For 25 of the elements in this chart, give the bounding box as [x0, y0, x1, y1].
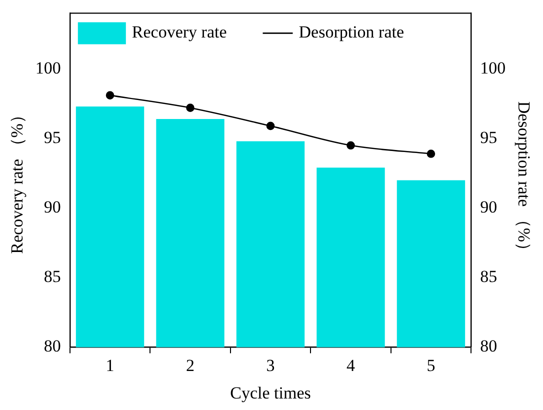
y-axis-title: Recovery rate （%）: [8, 106, 27, 254]
point: [426, 150, 436, 158]
x-tick-label: 5: [426, 356, 436, 375]
y-tick-label: 90: [44, 198, 61, 216]
y2-tick-label: 95: [480, 128, 498, 147]
x-tick-label: 4: [346, 356, 356, 375]
y2-axis-title: Desorption rate （%）: [514, 101, 534, 260]
point: [266, 122, 275, 130]
x-tick-label: 3: [266, 356, 275, 375]
y-tick-label: 95: [44, 128, 61, 147]
y-tick-label: 85: [44, 267, 61, 286]
y2-tick-label: 90: [480, 198, 498, 216]
point: [186, 104, 194, 112]
y-tick-label: 100: [35, 58, 61, 78]
y2-tick-label: 80: [480, 336, 498, 356]
legend-label: Desorption rate: [298, 22, 404, 42]
legend-label: Recovery rate: [132, 22, 227, 42]
point: [346, 141, 355, 150]
point: [106, 91, 114, 100]
x-axis-title: Cycle times: [230, 383, 311, 402]
x-tick-label: 1: [106, 356, 114, 375]
y2-tick-label: 100: [480, 58, 506, 78]
x-tick-label: 2: [186, 356, 195, 375]
y2-tick-label: 85: [480, 267, 498, 286]
y-tick-label: 80: [44, 336, 61, 356]
